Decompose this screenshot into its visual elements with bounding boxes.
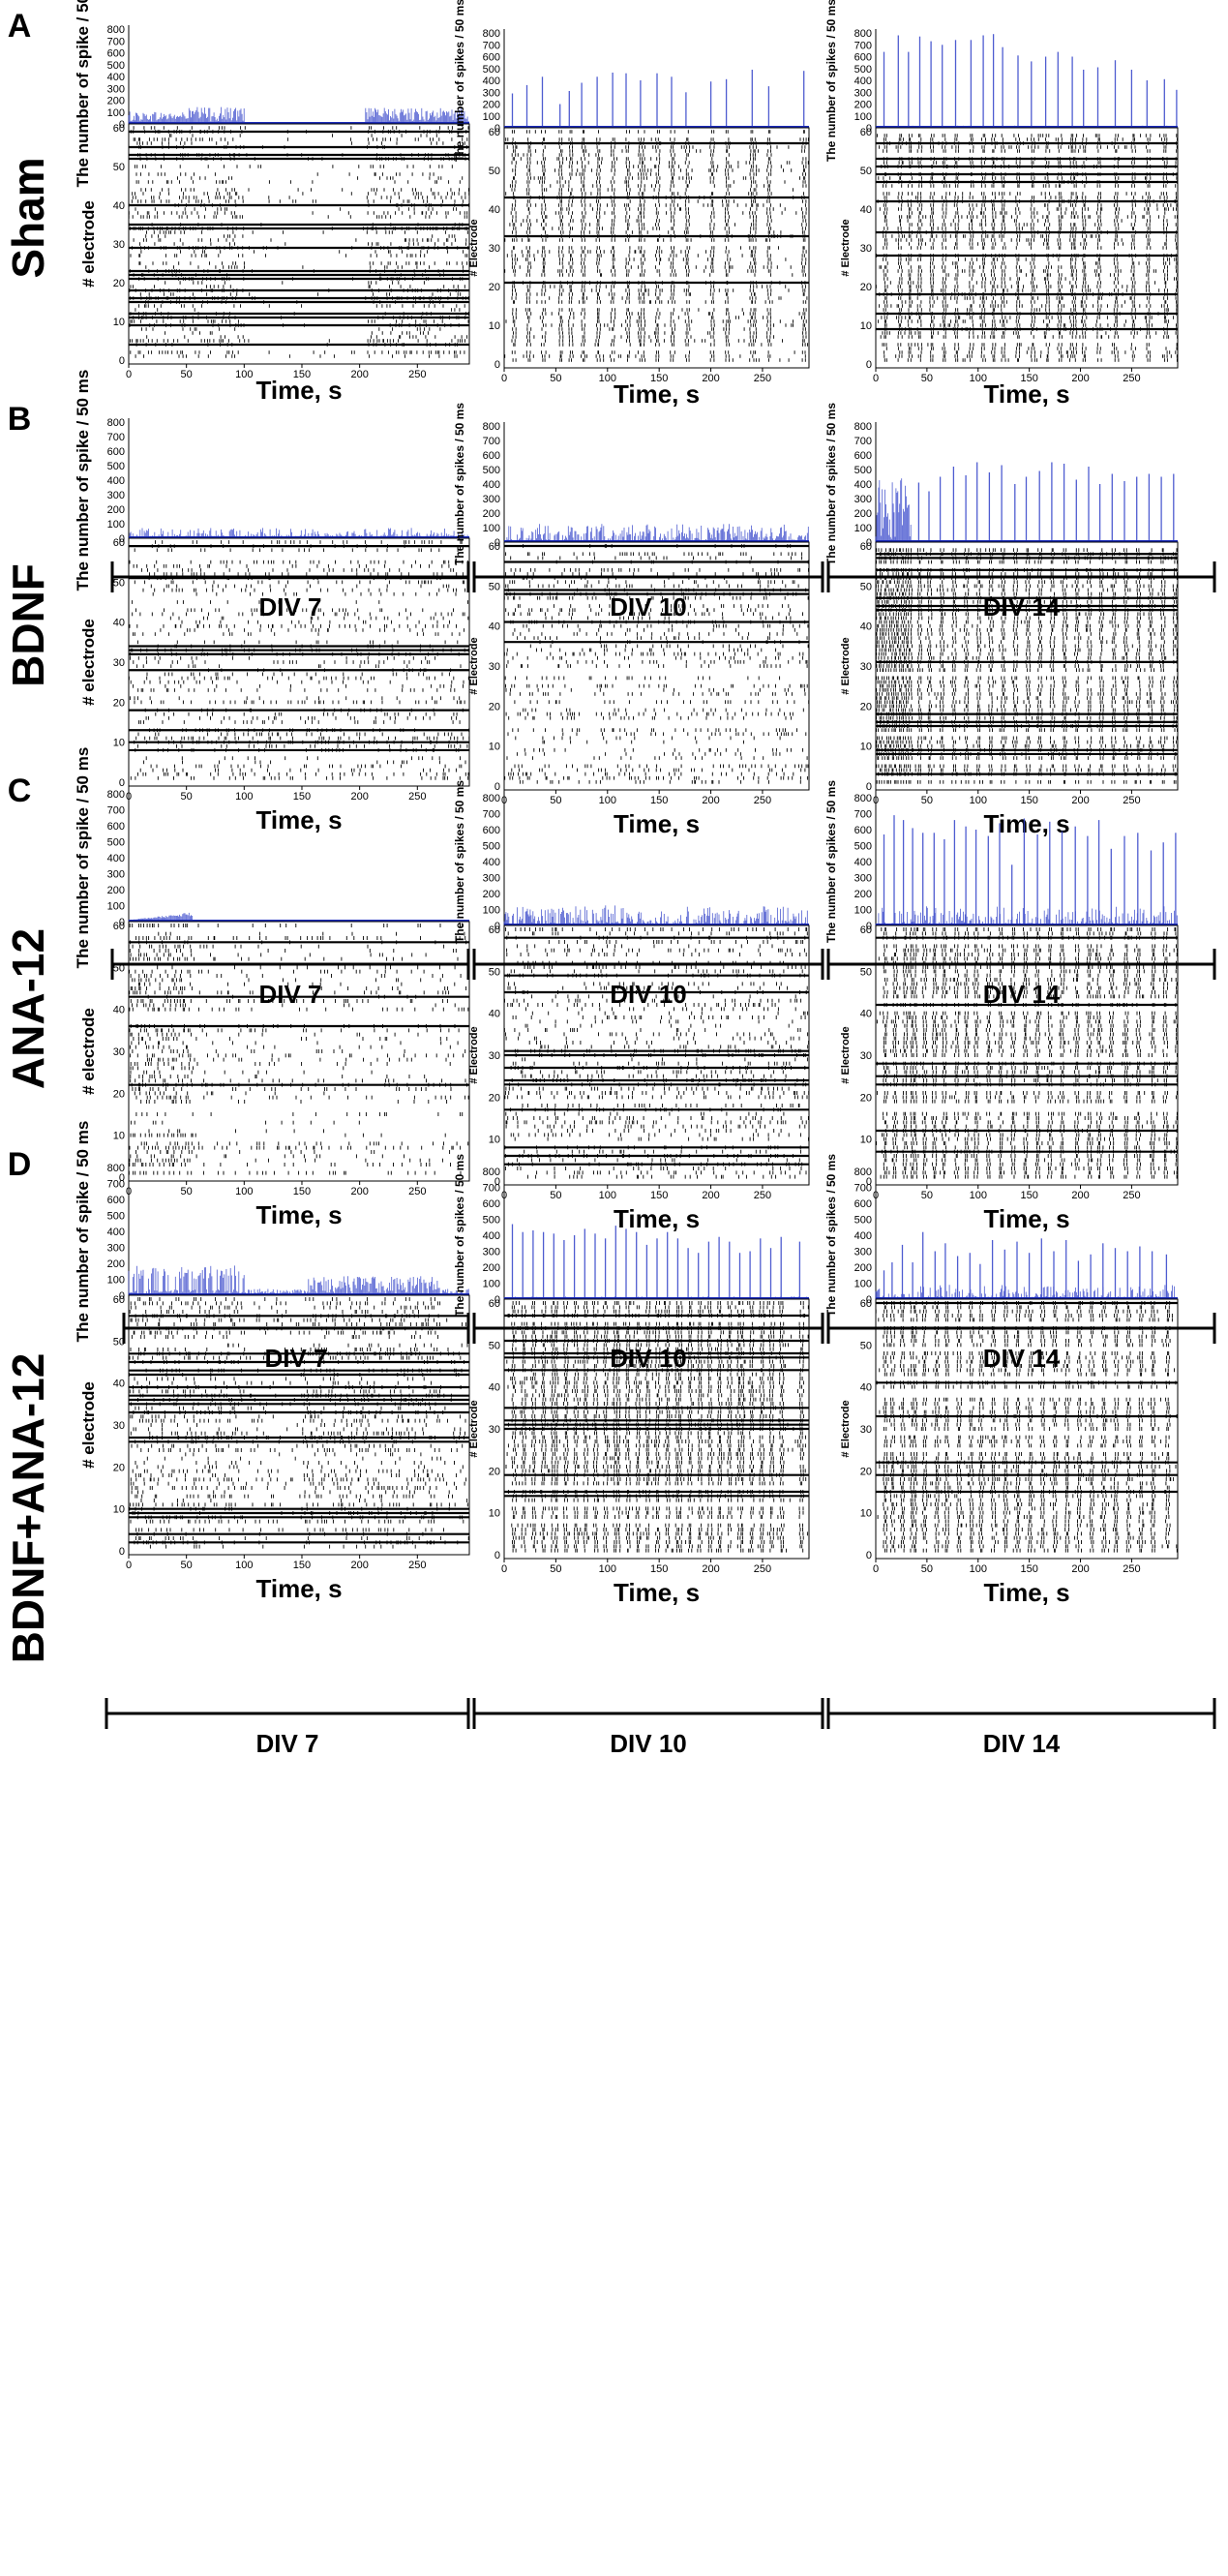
raster-tick-label: 30	[489, 243, 500, 255]
raster-frame	[503, 127, 810, 369]
raster-tick-label: 40	[489, 204, 500, 216]
hist-tick-label: 300	[107, 83, 125, 95]
hist-tick-label: 400	[107, 72, 125, 83]
raster-tick-label: 40	[860, 204, 872, 216]
raster-series	[128, 126, 470, 358]
raster-tick-label: 20	[113, 278, 125, 289]
time-tick-label: 200	[702, 373, 719, 384]
hist-tick-label: 500	[483, 64, 500, 76]
time-tick-label: 150	[293, 369, 311, 380]
time-tick-label: 100	[235, 369, 253, 380]
raster-tick-label: 10	[113, 317, 125, 328]
hist-tick-label: 800	[107, 24, 125, 36]
hist-tick-label: 100	[107, 107, 125, 119]
panel-letter-a: A	[8, 8, 32, 45]
raster-tick-label: 30	[860, 243, 872, 255]
time-tick-label: 50	[550, 373, 561, 384]
hist-y-label: The number of spikes / 50 ms	[453, 0, 466, 162]
raster-y-label: # electrode	[79, 200, 98, 288]
raster-tick-label: 60	[860, 127, 872, 138]
hist-tick-label: 0	[119, 119, 125, 131]
hist-tick-label: 600	[107, 48, 125, 60]
raster-tick-label: 20	[860, 282, 872, 293]
hist-y-label: The number of spikes / 50 ms	[824, 0, 838, 162]
time-tick-label: 100	[599, 373, 616, 384]
time-tick-label: 250	[754, 373, 771, 384]
time-tick-label: 200	[350, 369, 368, 380]
histogram-series	[503, 70, 809, 128]
hist-tick-label: 400	[854, 76, 872, 87]
raster-series	[875, 134, 1179, 362]
hist-tick-label: 800	[854, 28, 872, 40]
raster-tick-label: 10	[489, 320, 500, 332]
hist-tick-label: 400	[483, 76, 500, 87]
raster-tick-label: 40	[113, 200, 125, 212]
raster-tick-label: 10	[860, 320, 872, 332]
raster-frame	[875, 127, 1179, 369]
raster-tick-label: 60	[113, 123, 125, 135]
hist-tick-label: 600	[854, 52, 872, 64]
time-tick-label: 250	[408, 369, 426, 380]
raster-series	[504, 130, 809, 362]
raster-tick-label: 30	[113, 239, 125, 251]
hist-tick-label: 700	[483, 40, 500, 51]
raster-frame	[128, 123, 470, 365]
hist-tick-label: 300	[854, 87, 872, 99]
raster-y-label: # Electrode	[468, 219, 480, 276]
hist-tick-label: 0	[866, 123, 872, 135]
raster-tick-label: 20	[489, 282, 500, 293]
hist-tick-label: 600	[483, 52, 500, 64]
hist-tick-label: 200	[107, 96, 125, 107]
hist-tick-label: 200	[854, 100, 872, 111]
panel-a-1: The number of spike / 50 ms 8007006005004…	[74, 0, 470, 405]
hist-tick-label: 700	[107, 36, 125, 47]
time-tick-label: 0	[126, 369, 132, 380]
x-axis-label: Time, s	[255, 376, 342, 405]
raster-tick-label: 50	[860, 166, 872, 177]
hist-tick-label: 100	[483, 111, 500, 123]
hist-tick-label: 300	[483, 87, 500, 99]
raster-y-label: # Electrode	[840, 219, 852, 276]
hist-tick-label: 100	[854, 111, 872, 123]
raster-tick-label: 50	[489, 166, 500, 177]
time-tick-label: 150	[650, 373, 668, 384]
histogram-series	[128, 106, 469, 124]
hist-tick-label: 500	[854, 64, 872, 76]
time-tick-label: 0	[501, 373, 507, 384]
histogram-series	[875, 34, 1178, 128]
panel-a-2: The number of spikes / 50 ms 800700600500…	[453, 0, 810, 409]
raster-tick-label: 0	[494, 359, 500, 371]
hist-y-label: The number of spike / 50 ms	[74, 0, 92, 187]
raster-tick-label: 60	[489, 127, 500, 138]
hist-tick-label: 500	[107, 60, 125, 72]
hist-tick-label: 0	[494, 123, 500, 135]
hist-tick-label: 800	[483, 28, 500, 40]
x-axis-label: Time, s	[614, 379, 700, 409]
condition-label: Sham	[3, 157, 53, 278]
time-tick-label: 50	[181, 369, 193, 380]
raster-tick-label: 50	[113, 162, 125, 173]
raster-tick-label: 0	[866, 359, 872, 371]
hist-tick-label: 200	[483, 100, 500, 111]
panel-a-3: The number of spikes / 50 ms 800700600500…	[824, 0, 1179, 409]
hist-tick-label: 700	[854, 40, 872, 51]
raster-tick-label: 0	[119, 355, 125, 367]
